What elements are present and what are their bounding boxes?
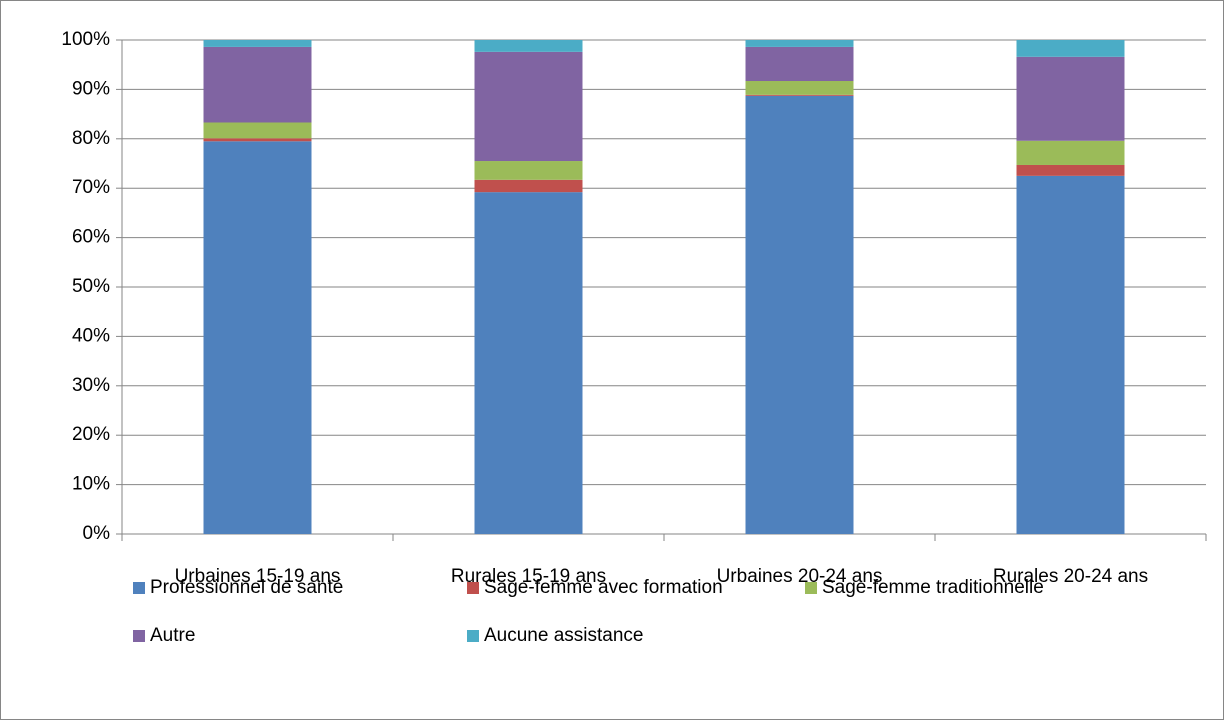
y-tick-label: 40%	[72, 325, 110, 346]
bar-segment	[203, 122, 312, 139]
y-tick-label: 30%	[72, 375, 110, 396]
bar-segment	[1016, 175, 1125, 534]
legend-label: Professionnel de santé	[150, 577, 343, 598]
bar-segment	[1016, 140, 1125, 165]
bar-segment	[745, 40, 854, 47]
y-tick-label: 20%	[72, 424, 110, 445]
legend-label: Aucune assistance	[484, 625, 644, 646]
bar-segment	[745, 95, 854, 535]
bar-segment	[745, 94, 854, 96]
bar-segment	[203, 141, 312, 534]
x-tick-label: Rurales 20-24 ans	[993, 566, 1148, 587]
bar-segment	[474, 192, 583, 535]
legend-label: Autre	[150, 625, 195, 646]
bar-segment	[745, 81, 854, 95]
bar-segment	[203, 46, 312, 123]
legend-swatch	[805, 582, 817, 594]
legend-label: Sage-femme avec formation	[484, 577, 723, 598]
bar-segment	[474, 161, 583, 180]
x-tick-label: Urbaines 20-24 ans	[717, 566, 883, 587]
y-tick-label: 100%	[61, 29, 110, 50]
bar-segment	[1016, 164, 1125, 176]
bar-segment	[474, 40, 583, 52]
bar-segment	[203, 40, 312, 47]
legend-swatch	[467, 630, 479, 642]
legend-swatch	[133, 630, 145, 642]
y-tick-label: 70%	[72, 177, 110, 198]
legend-swatch	[133, 582, 145, 594]
y-tick-label: 60%	[72, 227, 110, 248]
bar-segment	[745, 46, 854, 82]
bar-segment	[1016, 40, 1125, 57]
legend-swatch	[467, 582, 479, 594]
y-tick-label: 90%	[72, 78, 110, 99]
y-tick-label: 0%	[83, 523, 111, 544]
bar-segment	[474, 51, 583, 162]
y-tick-label: 50%	[72, 276, 110, 297]
bar-segment	[1016, 56, 1125, 141]
bar-segment	[474, 179, 583, 193]
bar-segment	[203, 138, 312, 142]
y-tick-label: 10%	[72, 474, 110, 495]
y-tick-label: 80%	[72, 128, 110, 149]
x-tick-label: Urbaines 15-19 ans	[175, 566, 341, 587]
legend-label: Sage-femme traditionnelle	[822, 577, 1044, 598]
x-tick-label: Rurales 15-19 ans	[451, 566, 606, 587]
